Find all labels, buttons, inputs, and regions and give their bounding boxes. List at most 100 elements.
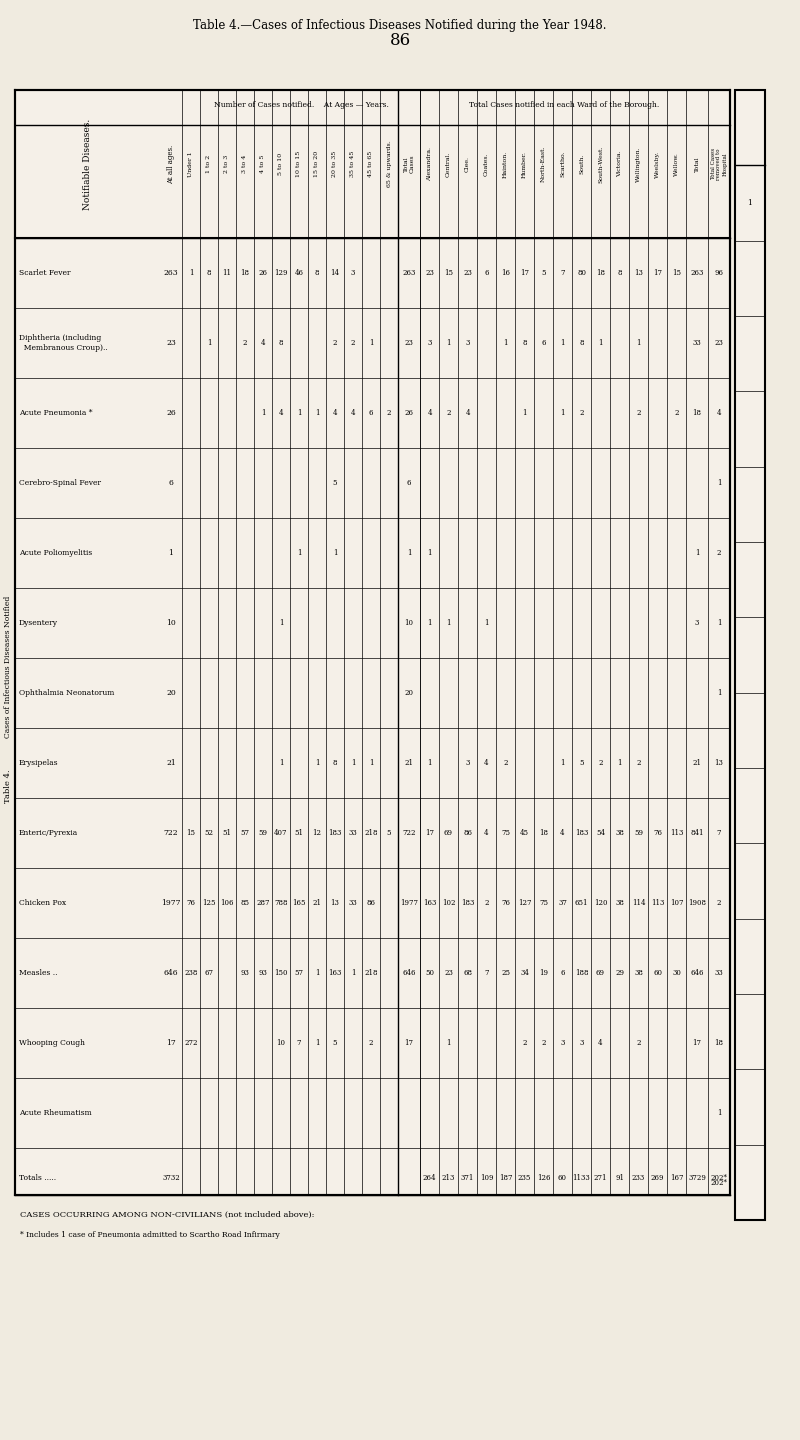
- Text: 8: 8: [206, 269, 211, 276]
- Text: 18: 18: [693, 409, 702, 418]
- Text: 1: 1: [350, 759, 355, 768]
- Text: 8: 8: [333, 759, 338, 768]
- Text: 1: 1: [333, 549, 338, 557]
- Text: 213: 213: [442, 1174, 455, 1182]
- Text: Acute Pneumonia *: Acute Pneumonia *: [19, 409, 93, 418]
- Text: 3: 3: [579, 1040, 584, 1047]
- Text: 51: 51: [222, 829, 231, 837]
- Text: 69: 69: [596, 969, 605, 976]
- Text: 1: 1: [560, 338, 565, 347]
- Text: 2: 2: [350, 338, 355, 347]
- Text: 2: 2: [636, 759, 641, 768]
- Text: 10 to 15: 10 to 15: [297, 151, 302, 177]
- Text: 14: 14: [330, 269, 339, 276]
- Text: 37: 37: [558, 899, 567, 907]
- Text: 4: 4: [484, 829, 489, 837]
- Text: 4: 4: [427, 409, 432, 418]
- Text: 17: 17: [166, 1040, 176, 1047]
- Text: Total Cases notified in each Ward of the Borough.: Total Cases notified in each Ward of the…: [469, 101, 659, 109]
- Text: 646: 646: [164, 969, 178, 976]
- Text: 30: 30: [672, 969, 681, 976]
- Text: 17: 17: [425, 829, 434, 837]
- Text: 264: 264: [422, 1174, 436, 1182]
- Text: 65 & upwards.: 65 & upwards.: [386, 141, 391, 187]
- Text: 10: 10: [277, 1040, 286, 1047]
- Text: 109: 109: [480, 1174, 494, 1182]
- Text: 1: 1: [427, 759, 432, 768]
- Text: 21: 21: [166, 759, 176, 768]
- Text: 651: 651: [574, 899, 588, 907]
- Text: Diphtheria (including
  Membranous Croup)..: Diphtheria (including Membranous Croup).…: [19, 334, 108, 351]
- Text: 2: 2: [717, 549, 722, 557]
- Text: 20: 20: [166, 688, 176, 697]
- Text: Wellow.: Wellow.: [674, 153, 679, 176]
- Text: 38: 38: [634, 969, 643, 976]
- Text: 5: 5: [542, 269, 546, 276]
- Text: 3: 3: [466, 338, 470, 347]
- Text: 1: 1: [717, 619, 722, 626]
- Text: 646: 646: [402, 969, 416, 976]
- Text: 106: 106: [220, 899, 234, 907]
- Text: 2: 2: [674, 409, 678, 418]
- Text: 5: 5: [386, 829, 391, 837]
- Text: 2: 2: [242, 338, 247, 347]
- Text: 1: 1: [560, 759, 565, 768]
- Text: 59: 59: [634, 829, 643, 837]
- Text: Number of Cases notified.    At Ages — Years.: Number of Cases notified. At Ages — Year…: [214, 101, 389, 109]
- Text: 38: 38: [615, 899, 624, 907]
- Text: 33: 33: [714, 969, 723, 976]
- Text: 21: 21: [313, 899, 322, 907]
- Text: 272: 272: [184, 1040, 198, 1047]
- Text: 21: 21: [693, 759, 702, 768]
- Text: 2: 2: [446, 409, 450, 418]
- Text: 86: 86: [463, 829, 472, 837]
- Text: 5: 5: [579, 759, 584, 768]
- Text: 4: 4: [278, 409, 283, 418]
- Text: 33: 33: [349, 829, 358, 837]
- Text: 238: 238: [184, 969, 198, 976]
- Text: 7: 7: [484, 969, 489, 976]
- Text: Table 4.—Cases of Infectious Diseases Notified during the Year 1948.: Table 4.—Cases of Infectious Diseases No…: [194, 19, 606, 32]
- Text: 1: 1: [618, 759, 622, 768]
- Text: 263: 263: [164, 269, 178, 276]
- Text: 269: 269: [650, 1174, 664, 1182]
- Text: 17: 17: [653, 269, 662, 276]
- Text: 33: 33: [693, 338, 702, 347]
- Text: 75: 75: [539, 899, 548, 907]
- Text: 3729: 3729: [688, 1174, 706, 1182]
- Text: 1: 1: [747, 199, 753, 207]
- Text: 23: 23: [444, 969, 453, 976]
- Text: Total
Cases: Total Cases: [404, 154, 414, 173]
- Text: Erysipelas: Erysipelas: [19, 759, 58, 768]
- Text: 93: 93: [241, 969, 250, 976]
- Text: 1: 1: [503, 338, 508, 347]
- Text: 4: 4: [560, 829, 565, 837]
- Text: 183: 183: [328, 829, 342, 837]
- Text: 18: 18: [539, 829, 548, 837]
- Text: 183: 183: [575, 829, 588, 837]
- Text: Cases of Infectious Diseases Notified: Cases of Infectious Diseases Notified: [4, 595, 12, 737]
- Text: 187: 187: [498, 1174, 512, 1182]
- Text: 2 to 3: 2 to 3: [225, 156, 230, 173]
- Text: Clee.: Clee.: [465, 156, 470, 171]
- Text: Hainton.: Hainton.: [503, 150, 508, 177]
- Text: 17: 17: [405, 1040, 414, 1047]
- Text: 7: 7: [717, 829, 722, 837]
- Text: 1: 1: [189, 269, 194, 276]
- Text: Enteric/Pyrexia: Enteric/Pyrexia: [19, 829, 78, 837]
- Text: 19: 19: [539, 969, 548, 976]
- Text: 93: 93: [258, 969, 267, 976]
- Text: 183: 183: [461, 899, 474, 907]
- Text: 57: 57: [294, 969, 303, 976]
- Text: 107: 107: [670, 899, 683, 907]
- Text: 1: 1: [446, 619, 450, 626]
- Text: Table 4.: Table 4.: [4, 770, 12, 804]
- Text: 126: 126: [537, 1174, 550, 1182]
- Text: 1: 1: [522, 409, 526, 418]
- Text: 233: 233: [632, 1174, 645, 1182]
- Text: 1: 1: [446, 1040, 450, 1047]
- Text: 287: 287: [256, 899, 270, 907]
- Text: 1: 1: [717, 1109, 722, 1117]
- Text: 371: 371: [461, 1174, 474, 1182]
- Text: 23: 23: [405, 338, 414, 347]
